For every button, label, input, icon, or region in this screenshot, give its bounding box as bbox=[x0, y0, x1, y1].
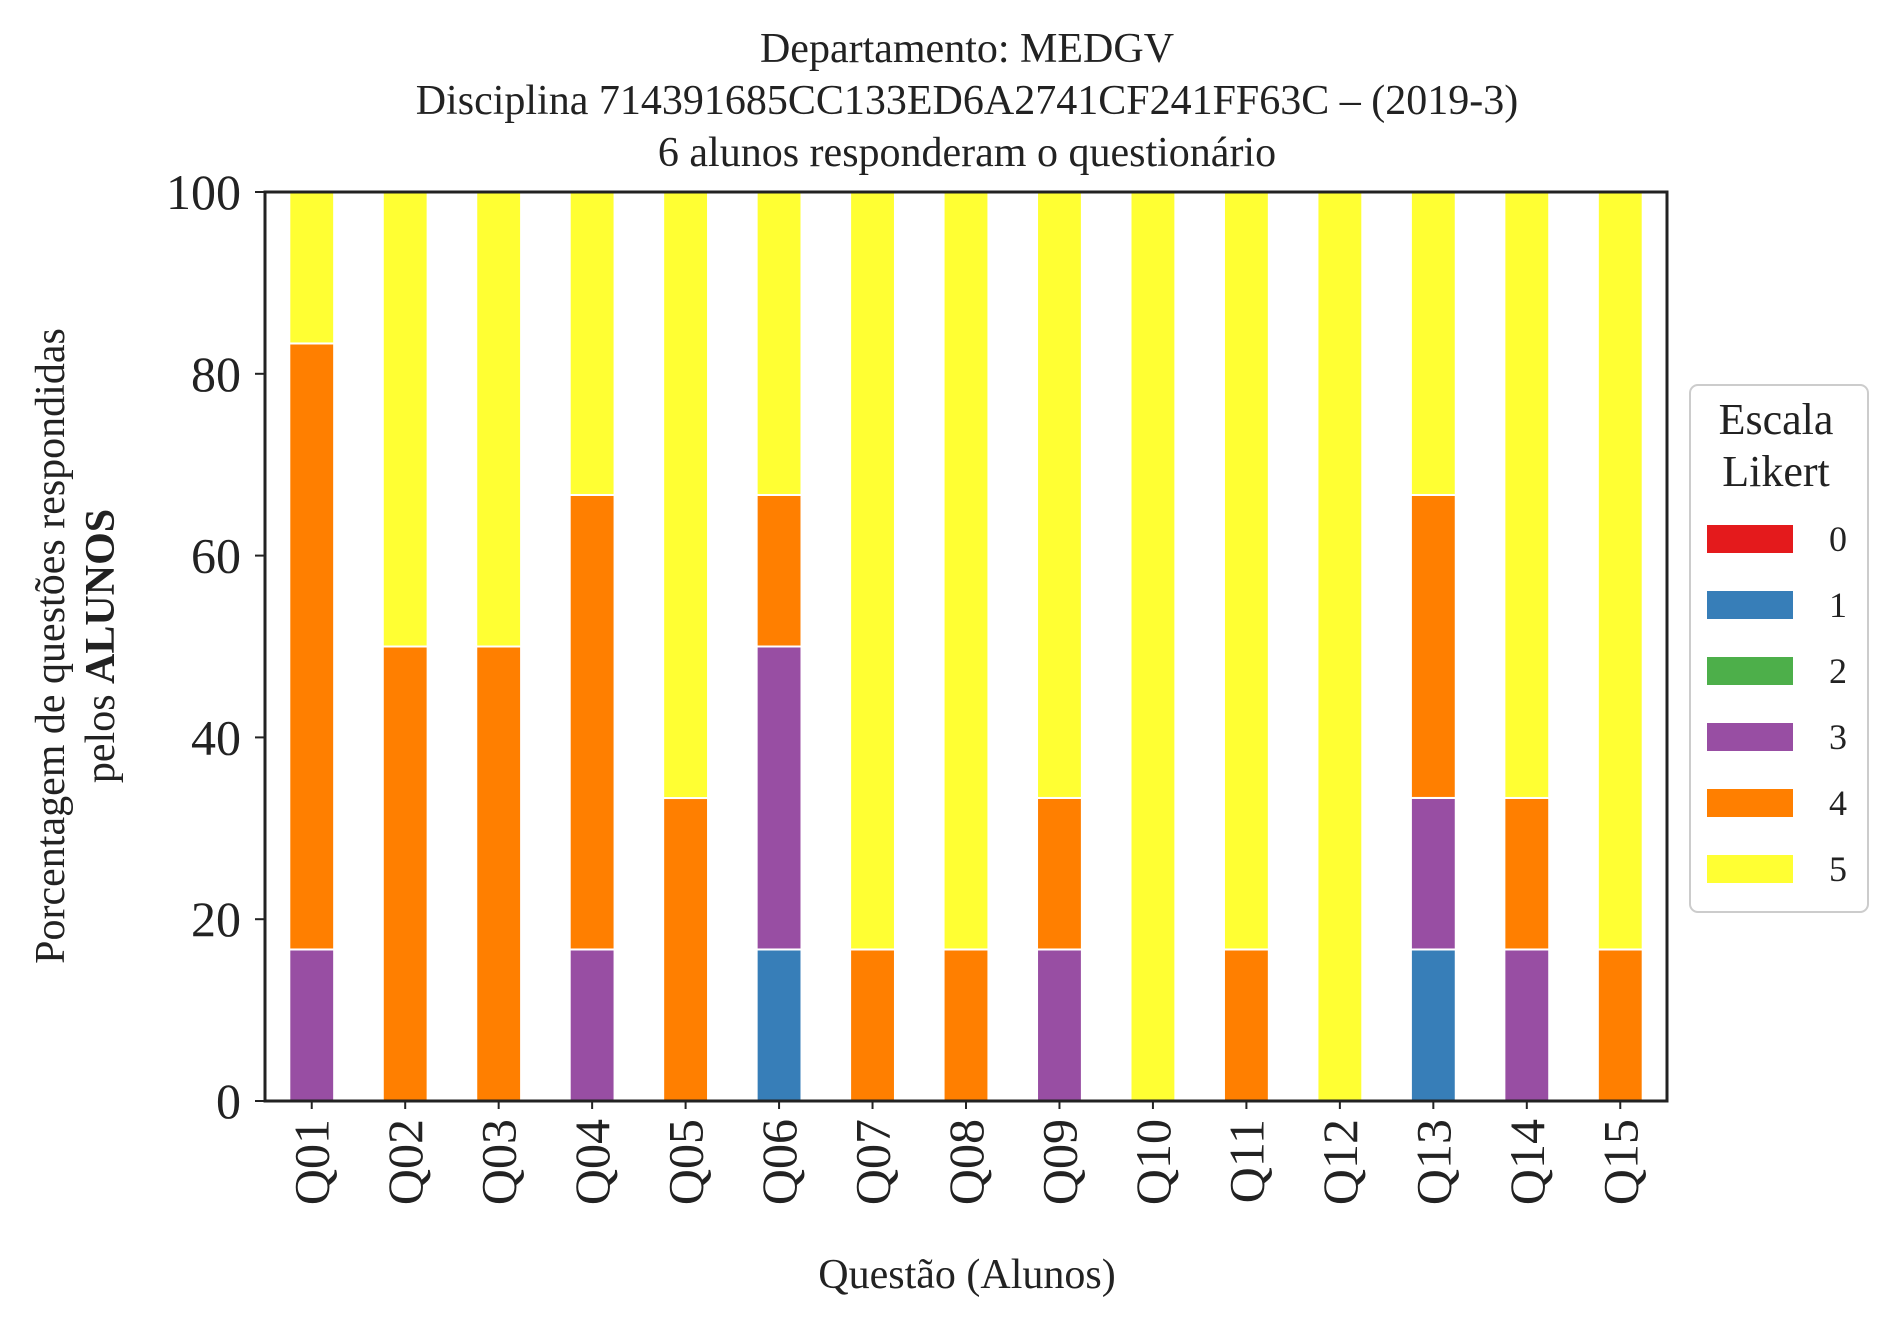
y-axis-label: Porcentagem de questões respondidas pelo… bbox=[28, 328, 124, 964]
legend: Escala Likert 0 1 2 3 4 5 bbox=[1689, 384, 1869, 913]
bar-segment-Q06-likert-1 bbox=[755, 948, 803, 1103]
y-tick-label-80: 80 bbox=[191, 346, 241, 402]
legend-swatch-5 bbox=[1707, 855, 1793, 883]
y-axis-ticks: 0 20 40 60 80 100 bbox=[166, 164, 265, 1129]
title-line-2: Disciplina 714391685CC133ED6A2741CF241FF… bbox=[416, 78, 1519, 124]
x-tick-label-Q08: Q08 bbox=[938, 1119, 994, 1205]
legend-label-5: 5 bbox=[1829, 849, 1847, 889]
bar-segment-Q02-likert-4 bbox=[381, 645, 429, 1102]
legend-items: 0 1 2 3 4 5 bbox=[1707, 519, 1847, 889]
legend-label-3: 3 bbox=[1829, 717, 1847, 757]
bar-segment-Q09-likert-5 bbox=[1036, 190, 1083, 799]
bar-segment-Q11-likert-5 bbox=[1222, 191, 1270, 951]
y-tick-label-40: 40 bbox=[191, 709, 241, 765]
chart-title: Departamento: MEDGV Disciplina 714391685… bbox=[416, 26, 1519, 176]
bar-segment-Q09-likert-3 bbox=[1036, 948, 1083, 1103]
x-tick-label-Q02: Q02 bbox=[377, 1119, 433, 1205]
bar-segment-Q06-likert-4 bbox=[755, 493, 803, 648]
legend-swatch-2 bbox=[1707, 657, 1793, 685]
bar-segment-Q07-likert-4 bbox=[849, 948, 896, 1103]
x-tick-label-Q09: Q09 bbox=[1031, 1119, 1087, 1205]
bar-segment-Q07-likert-5 bbox=[849, 191, 896, 951]
bar-segment-Q13-likert-5 bbox=[1409, 191, 1457, 496]
x-tick-label-Q05: Q05 bbox=[658, 1119, 714, 1205]
bar-segment-Q12-likert-5 bbox=[1316, 191, 1364, 1102]
bar-segment-Q06-likert-5 bbox=[755, 191, 803, 496]
legend-label-4: 4 bbox=[1829, 783, 1847, 823]
x-tick-label-Q04: Q04 bbox=[564, 1119, 620, 1205]
legend-swatch-1 bbox=[1707, 591, 1793, 619]
x-tick-label-Q11: Q11 bbox=[1218, 1119, 1274, 1203]
y-tick-label-60: 60 bbox=[191, 528, 241, 584]
legend-label-1: 1 bbox=[1829, 585, 1847, 625]
bar-segment-Q06-likert-3 bbox=[755, 645, 803, 951]
title-line-3: 6 alunos responderam o questionário bbox=[658, 130, 1276, 176]
bar-segment-Q04-likert-3 bbox=[568, 948, 616, 1103]
legend-title-line-2: Likert bbox=[1722, 447, 1830, 496]
bar-segment-Q05-likert-5 bbox=[662, 191, 710, 800]
legend-label-2: 2 bbox=[1829, 651, 1847, 691]
x-axis-label: Questão (Alunos) bbox=[818, 1252, 1115, 1298]
x-axis-ticks: Q01 Q02 Q03 Q04 Q05 Q06 Q07 Q08 Q09 Q10 Q11 Q12 Q13 Q… bbox=[284, 1101, 1648, 1205]
legend-swatch-0 bbox=[1707, 525, 1793, 553]
bar-segment-Q08-likert-5 bbox=[942, 191, 990, 951]
x-tick-label-Q10: Q10 bbox=[1125, 1119, 1181, 1205]
y-axis-label-prefix: pelos bbox=[78, 684, 124, 783]
y-tick-label-20: 20 bbox=[191, 891, 241, 947]
x-tick-label-Q13: Q13 bbox=[1405, 1119, 1461, 1205]
bar-segment-Q11-likert-4 bbox=[1222, 948, 1270, 1103]
bar-segment-Q10-likert-5 bbox=[1129, 191, 1177, 1102]
legend-swatch-3 bbox=[1707, 723, 1793, 751]
bar-segment-Q01-likert-4 bbox=[288, 342, 336, 951]
bar-segment-Q05-likert-4 bbox=[662, 797, 710, 1102]
bar-segment-Q13-likert-3 bbox=[1409, 796, 1457, 951]
y-tick-label-0: 0 bbox=[216, 1073, 241, 1129]
y-tick-label-100: 100 bbox=[166, 164, 241, 220]
y-axis-label-line-1: Porcentagem de questões respondidas bbox=[28, 328, 74, 964]
legend-title-line-1: Escala bbox=[1719, 395, 1834, 444]
x-tick-label-Q12: Q12 bbox=[1312, 1119, 1368, 1205]
y-axis-label-line-2: pelos ALUNOS bbox=[78, 509, 124, 783]
bar-segment-Q04-likert-5 bbox=[568, 191, 616, 496]
bar-segment-Q13-likert-4 bbox=[1409, 493, 1457, 799]
bar-segment-Q02-likert-5 bbox=[381, 191, 429, 648]
x-tick-label-Q14: Q14 bbox=[1499, 1119, 1555, 1205]
legend-swatch-4 bbox=[1707, 789, 1793, 817]
bar-segment-Q04-likert-4 bbox=[568, 493, 616, 951]
bar-segment-Q14-likert-3 bbox=[1503, 948, 1551, 1103]
y-axis-label-bold: ALUNOS bbox=[78, 509, 124, 684]
bar-segment-Q14-likert-4 bbox=[1503, 796, 1551, 951]
bar-segment-Q03-likert-5 bbox=[475, 191, 523, 648]
bar-segment-Q09-likert-4 bbox=[1036, 796, 1083, 951]
legend-box bbox=[1689, 384, 1869, 913]
x-tick-label-Q03: Q03 bbox=[471, 1119, 527, 1205]
bar-segment-Q08-likert-4 bbox=[942, 948, 990, 1103]
bar-segment-Q03-likert-4 bbox=[475, 645, 523, 1102]
x-tick-label-Q15: Q15 bbox=[1592, 1119, 1648, 1205]
legend-label-0: 0 bbox=[1829, 519, 1847, 559]
bar-segment-Q14-likert-5 bbox=[1503, 190, 1551, 799]
bars-layer bbox=[288, 190, 1644, 1103]
bar-segment-Q15-likert-4 bbox=[1596, 948, 1644, 1103]
x-tick-label-Q06: Q06 bbox=[751, 1119, 807, 1205]
title-line-1: Departamento: MEDGV bbox=[760, 26, 1174, 72]
x-tick-label-Q07: Q07 bbox=[845, 1119, 901, 1205]
bar-segment-Q13-likert-1 bbox=[1409, 948, 1457, 1103]
bar-segment-Q15-likert-5 bbox=[1596, 191, 1644, 951]
bar-segment-Q01-likert-3 bbox=[288, 948, 336, 1103]
bar-segment-Q01-likert-5 bbox=[288, 190, 336, 345]
x-tick-label-Q01: Q01 bbox=[284, 1119, 340, 1205]
